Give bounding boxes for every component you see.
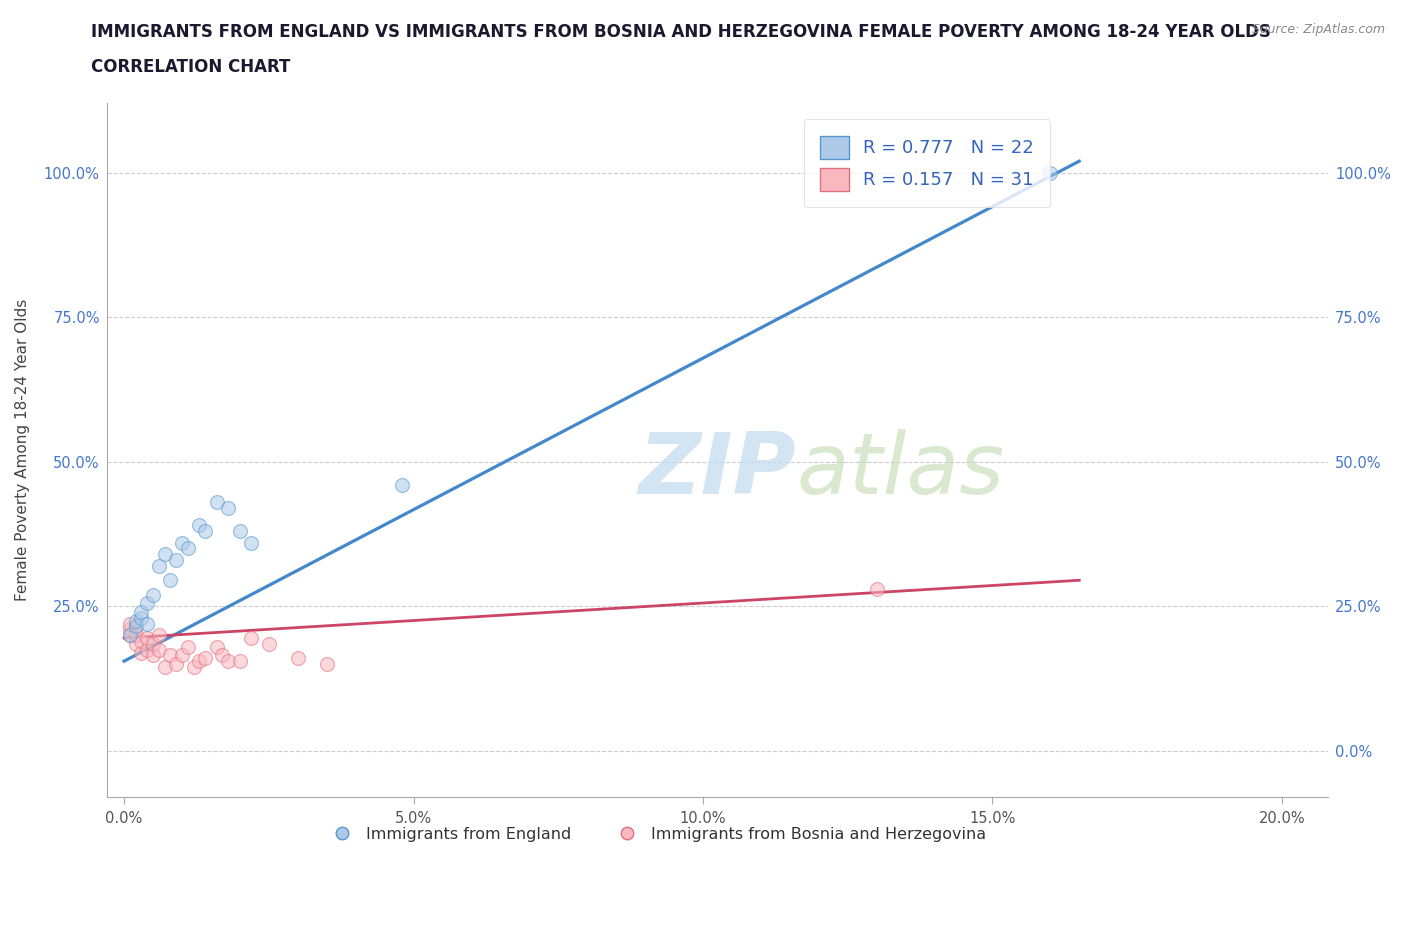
Point <box>142 648 165 663</box>
Point <box>217 654 239 669</box>
Point <box>217 500 239 515</box>
Point <box>188 654 211 669</box>
Point <box>194 524 217 538</box>
Point <box>177 541 200 556</box>
Legend: Immigrants from England, Immigrants from Bosnia and Herzegovina: Immigrants from England, Immigrants from… <box>321 820 993 848</box>
Point <box>257 636 280 651</box>
Point <box>205 495 228 510</box>
Point <box>124 628 146 643</box>
Point <box>159 648 181 663</box>
Point <box>1039 166 1062 180</box>
Point <box>131 610 153 625</box>
Point <box>142 587 165 602</box>
Point <box>170 648 193 663</box>
Point <box>136 617 159 631</box>
Point <box>124 613 146 628</box>
Point <box>148 643 170 658</box>
Text: IMMIGRANTS FROM ENGLAND VS IMMIGRANTS FROM BOSNIA AND HERZEGOVINA FEMALE POVERTY: IMMIGRANTS FROM ENGLAND VS IMMIGRANTS FR… <box>91 23 1271 41</box>
Point <box>124 636 146 651</box>
Point <box>240 536 263 551</box>
Point <box>177 639 200 654</box>
Point <box>124 619 146 634</box>
Point <box>240 631 263 645</box>
Point <box>148 558 170 573</box>
Point <box>136 631 159 645</box>
Point <box>118 617 141 631</box>
Point <box>136 643 159 658</box>
Text: ZIP: ZIP <box>638 430 796 512</box>
Y-axis label: Female Poverty Among 18-24 Year Olds: Female Poverty Among 18-24 Year Olds <box>15 299 30 602</box>
Point <box>315 657 337 671</box>
Point <box>136 596 159 611</box>
Point <box>866 581 889 596</box>
Point <box>229 524 252 538</box>
Point <box>211 648 233 663</box>
Point <box>159 573 181 588</box>
Point <box>188 518 211 533</box>
Point <box>118 622 141 637</box>
Point <box>229 654 252 669</box>
Point <box>205 639 228 654</box>
Text: CORRELATION CHART: CORRELATION CHART <box>91 58 291 75</box>
Text: Source: ZipAtlas.com: Source: ZipAtlas.com <box>1251 23 1385 36</box>
Point <box>131 604 153 619</box>
Point <box>170 536 193 551</box>
Point <box>131 633 153 648</box>
Point <box>118 628 141 643</box>
Point <box>165 657 187 671</box>
Point <box>194 651 217 666</box>
Point <box>118 628 141 643</box>
Point <box>124 619 146 634</box>
Point <box>153 659 176 674</box>
Point <box>148 628 170 643</box>
Point <box>131 645 153 660</box>
Point <box>165 552 187 567</box>
Point <box>153 547 176 562</box>
Point <box>142 636 165 651</box>
Point <box>287 651 309 666</box>
Text: atlas: atlas <box>797 430 1005 512</box>
Point <box>183 659 205 674</box>
Point <box>391 477 413 492</box>
